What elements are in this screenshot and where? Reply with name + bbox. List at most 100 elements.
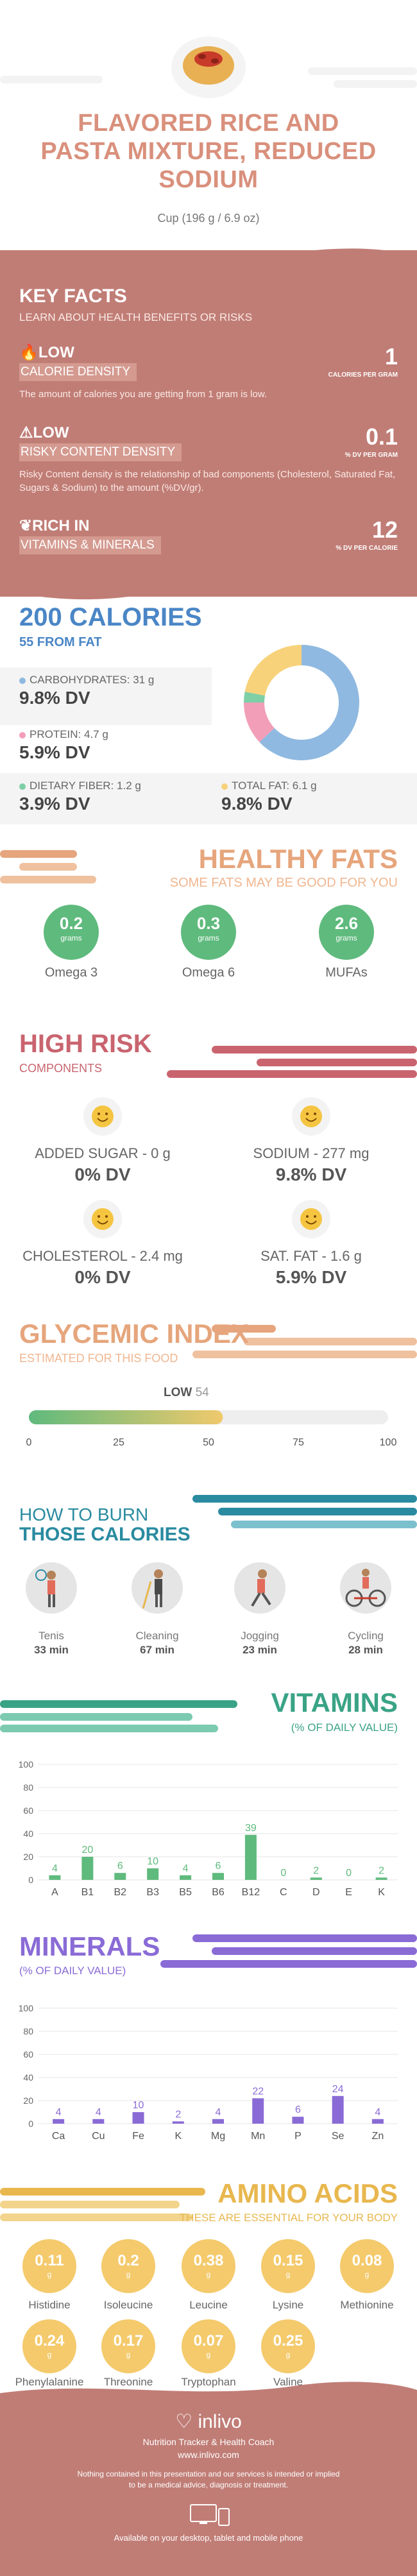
cycling-icon [340, 1562, 391, 1614]
activity-name: Cleaning [135, 1630, 179, 1642]
footer-url[interactable]: www.inlivo.com [178, 2450, 239, 2460]
glycemic-title: GLYCEMIC INDEX [19, 1318, 249, 1349]
vitamins-bar-chart: 0204060801004A20B16B210B34B56B639B120C2D… [19, 1759, 398, 1898]
footer-tagline: Nutrition Tracker & Health Coach [142, 2437, 275, 2447]
footer-available: Available on your desktop, tablet and mo… [114, 2533, 303, 2543]
cholesterol-label: CHOLESTEROL - 2.4 mg [22, 1248, 183, 1264]
risky-density-fact: ⚠LOW RISKY CONTENT DENSITY Risky Content… [19, 423, 398, 493]
bar [244, 1834, 257, 1880]
bar-value-label: 4 [375, 2107, 380, 2118]
protein-nutrient: PROTEIN: 4.7 g 5.9% DV [19, 728, 108, 762]
bar-value-label: 2 [313, 1865, 319, 1876]
x-tick-label: K [174, 2131, 182, 2142]
bar-value-label: 0 [280, 1868, 286, 1879]
fiber-nutrient: DIETARY FIBER: 1.2 g 3.9% DV [19, 780, 141, 814]
legend-dot [19, 731, 26, 738]
x-tick-label: B1 [81, 1887, 94, 1898]
amino-title: AMINO ACIDS [217, 2178, 398, 2208]
amino-name: Phenylalanine [15, 2376, 84, 2388]
calorie-donut-chart [244, 645, 359, 760]
bar-value-label: 39 [245, 1823, 257, 1834]
bar [147, 1868, 159, 1880]
bar-value-label: 4 [96, 2107, 101, 2118]
bar [49, 1875, 61, 1880]
wave-divider [0, 2382, 417, 2400]
bar-value-label: 4 [52, 1863, 58, 1874]
bar-value-label: 10 [133, 2100, 144, 2111]
bar-value-label: 2 [379, 1865, 384, 1876]
smiley-icon [292, 1097, 330, 1136]
omega3-label: Omega 3 [44, 966, 98, 980]
glycemic-tick: 75 [293, 1437, 304, 1448]
healthy-fats-title: HEALTHY FATS [198, 844, 398, 874]
activity-name: Cycling [348, 1630, 384, 1642]
calories-from-fat: 55 FROM FAT [19, 635, 102, 649]
bar [332, 2095, 344, 2124]
added-sugar-dv: 0% DV [74, 1164, 131, 1184]
amino-circle: 0.24 g [22, 2319, 76, 2373]
bar-value-label: 0 [346, 1868, 352, 1879]
x-tick-label: Cu [92, 2131, 105, 2142]
amino-circle: 0.2 g [101, 2239, 155, 2293]
x-tick-label: Ca [52, 2131, 65, 2142]
amino-name: Leucine [189, 2299, 228, 2311]
bar [212, 2119, 224, 2124]
x-tick-label: D [312, 1887, 320, 1898]
x-tick-label: B3 [146, 1887, 159, 1898]
x-tick-label: B12 [242, 1887, 260, 1898]
bar-value-label: 22 [252, 2086, 264, 2097]
minerals-subtitle: (% OF DAILY VALUE) [19, 1965, 126, 1977]
food-title: FLAVORED RICE AND PASTA MIXTURE, REDUCED… [40, 110, 377, 193]
amino-name: Tryptophan [181, 2376, 236, 2388]
y-tick-label: 80 [23, 2026, 33, 2036]
carbohydrates-nutrient: CARBOHYDRATES: 31 g 9.8% DV [19, 674, 155, 708]
y-tick-label: 60 [23, 1805, 33, 1816]
brand-logo[interactable]: ♡ inlivo [175, 2411, 242, 2432]
omega6-label: Omega 6 [182, 966, 235, 980]
footer: ♡ inlivo Nutrition Tracker & Health Coac… [0, 2396, 417, 2576]
sat-fat-dv: 5.9% DV [275, 1267, 347, 1287]
x-tick-label: K [378, 1887, 385, 1898]
glycemic-fill [29, 1410, 223, 1424]
sat-fat-label: SAT. FAT - 1.6 g [260, 1248, 362, 1264]
y-tick-label: 80 [23, 1782, 33, 1793]
activity-minutes: 67 min [140, 1644, 174, 1656]
amino-name: Threonine [103, 2376, 153, 2388]
activity-name: Jogging [241, 1630, 279, 1642]
donut-slice [244, 703, 275, 742]
omega3-circle: 0.2 grams [44, 905, 99, 960]
bar [92, 2119, 105, 2124]
wave-divider [0, 577, 417, 600]
bar [310, 1877, 322, 1880]
amino-name: Isoleucine [103, 2299, 153, 2311]
burn-title-bold: THOSE CALORIES [19, 1524, 191, 1545]
x-tick-label: Zn [372, 2131, 384, 2142]
amino-circle: 0.15 g [261, 2239, 315, 2293]
calorie-density-fact: 🔥LOW CALORIE DENSITY The amount of calor… [19, 343, 398, 400]
glycemic-subtitle: ESTIMATED FOR THIS FOOD [19, 1352, 178, 1365]
vitamins-title: VITAMINS [271, 1687, 398, 1718]
y-tick-label: 20 [23, 2095, 33, 2106]
amino-circle: 0.11 g [22, 2239, 76, 2293]
x-tick-label: Fe [132, 2131, 144, 2142]
x-tick-label: Se [332, 2131, 345, 2142]
glycemic-reading: LOW 54 [164, 1386, 209, 1399]
serving-size: Cup (196 g / 6.9 oz) [157, 212, 260, 225]
y-tick-label: 0 [28, 1875, 33, 1885]
legend-dot [19, 677, 26, 684]
sodium-dv: 9.8% DV [275, 1164, 347, 1184]
x-tick-label: B6 [212, 1887, 225, 1898]
y-tick-label: 60 [23, 2049, 33, 2060]
amino-name: Histidine [28, 2299, 71, 2311]
activity-minutes: 23 min [243, 1644, 277, 1656]
amino-circle: 0.25 g [261, 2319, 315, 2373]
footer-disclaimer: Nothing contained in this presentation a… [77, 2469, 340, 2489]
x-tick-label: B5 [179, 1887, 192, 1898]
bar [180, 1875, 192, 1880]
plate-image [171, 37, 246, 98]
calories-title: 200 CALORIES [19, 603, 202, 631]
amino-name: Lysine [272, 2299, 304, 2311]
bar [114, 1873, 126, 1880]
vitamins-subtitle: (% OF DAILY VALUE) [291, 1721, 398, 1734]
donut-slice [244, 692, 266, 703]
